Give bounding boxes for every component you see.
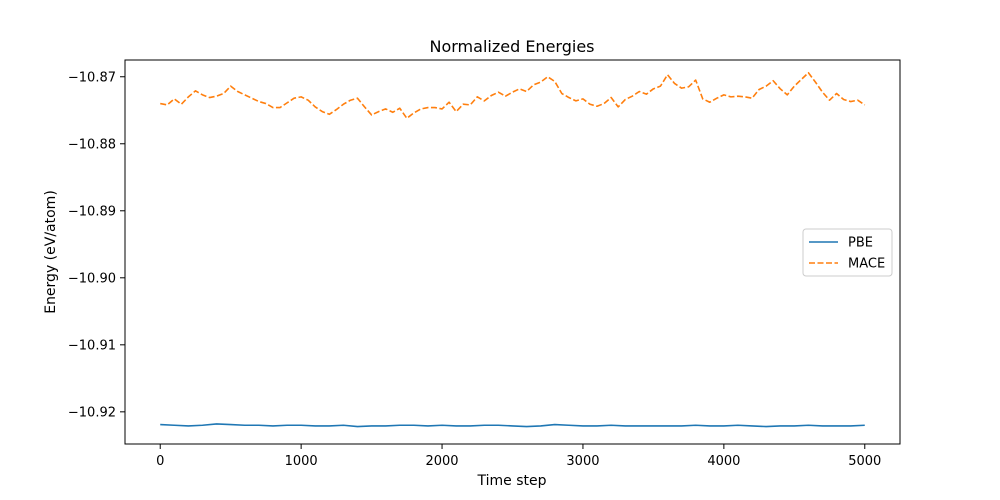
plot-area-frame bbox=[124, 59, 901, 445]
y-axis-label: Energy (eV/atom) bbox=[43, 190, 59, 314]
x-axis: 0 1000 2000 3000 4000 5000 bbox=[156, 444, 881, 469]
y-tick-label: −10.91 bbox=[68, 338, 116, 353]
y-tick-label: −10.90 bbox=[68, 271, 116, 286]
legend-label-mace: MACE bbox=[848, 257, 885, 272]
y-tick-label: −10.92 bbox=[68, 405, 116, 420]
series-line-pbe bbox=[160, 423, 865, 428]
y-tick-label: −10.87 bbox=[68, 70, 116, 85]
x-tick-label: 2000 bbox=[425, 454, 458, 469]
legend-label-pbe: PBE bbox=[848, 236, 873, 251]
chart-title: Normalized Energies bbox=[430, 37, 595, 56]
y-axis: −10.92 −10.91 −10.90 −10.89 −10.88 −10.87 bbox=[68, 70, 125, 420]
x-tick-label: 3000 bbox=[566, 454, 599, 469]
x-axis-label: Time step bbox=[477, 473, 547, 489]
y-tick-label: −10.89 bbox=[68, 204, 116, 219]
y-tick-label: −10.88 bbox=[68, 137, 116, 152]
x-tick-label: 5000 bbox=[848, 454, 881, 469]
x-tick-label: 4000 bbox=[707, 454, 740, 469]
series-layer bbox=[160, 71, 866, 428]
legend: PBE MACE bbox=[802, 228, 893, 277]
legend-box bbox=[802, 228, 893, 277]
x-tick-label: 1000 bbox=[285, 454, 318, 469]
x-tick-label: 0 bbox=[156, 454, 164, 469]
series-line-mace bbox=[160, 71, 866, 120]
